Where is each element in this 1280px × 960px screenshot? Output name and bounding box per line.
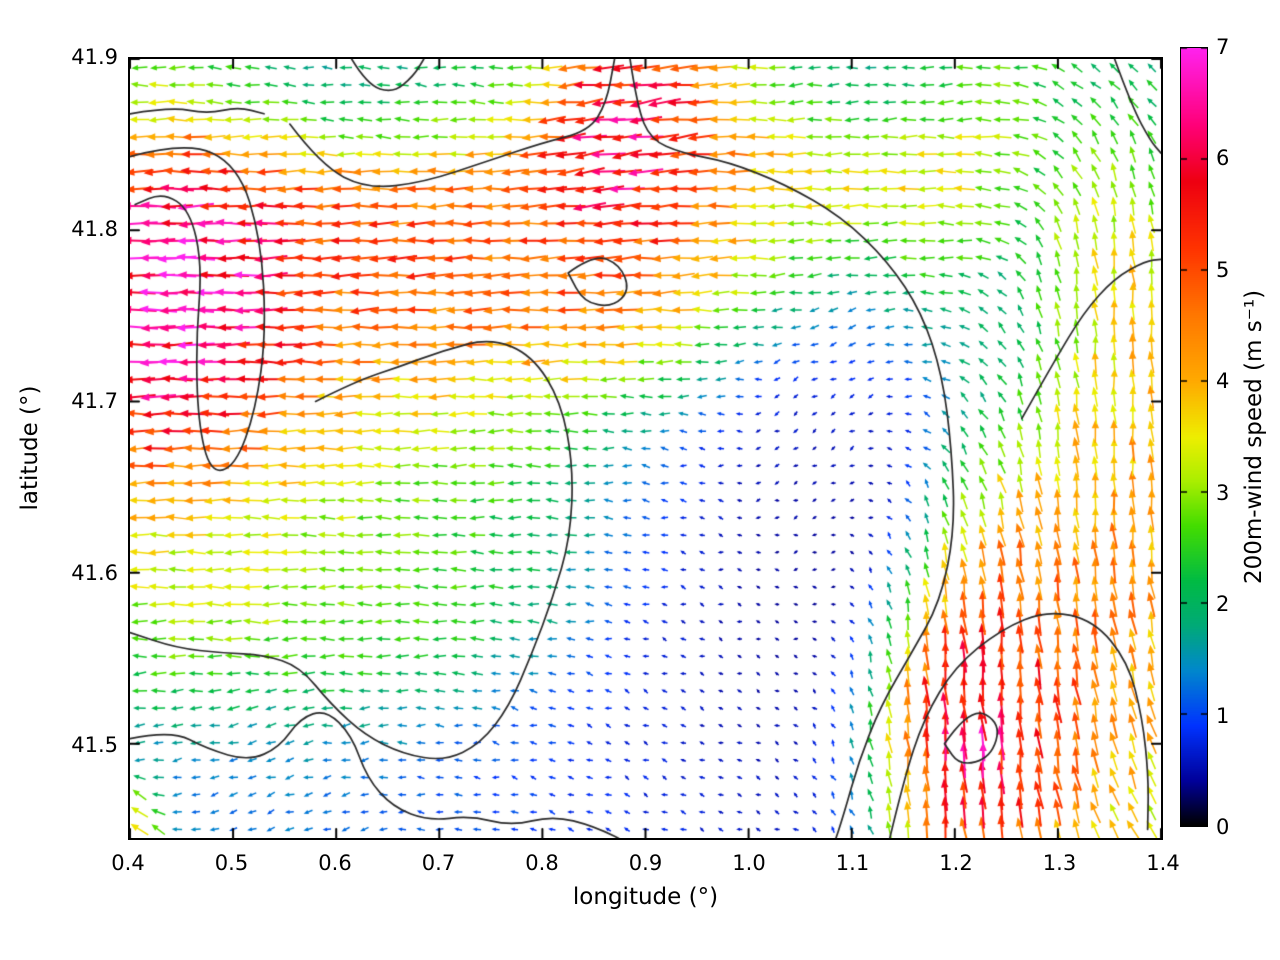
y-tick-label: 41.6 (71, 561, 118, 586)
y-tick-label: 41.8 (71, 217, 118, 242)
colorbar-tick-label: 4 (1216, 369, 1230, 394)
x-tick-label: 0.6 (318, 851, 352, 875)
colorbar-tick-label: 1 (1216, 703, 1230, 728)
x-tick-label: 1.3 (1042, 851, 1077, 875)
colorbar-tick-label: 3 (1216, 480, 1230, 505)
plot-area (128, 57, 1163, 840)
x-tick-label: 1.4 (1146, 851, 1180, 875)
x-axis-title: longitude (°) (572, 884, 719, 910)
colorbar (1180, 47, 1208, 827)
y-tick-label: 41.9 (71, 45, 118, 69)
x-tick-label: 0.7 (421, 851, 456, 875)
x-tick-label: 0.4 (111, 851, 145, 875)
x-tick-label: 1.0 (732, 851, 766, 875)
wind-vector-canvas (130, 59, 1161, 838)
colorbar-tick-label: 7 (1216, 35, 1230, 59)
y-axis-title: latitude (°) (17, 385, 43, 511)
x-tick-label: 1.1 (835, 851, 870, 875)
y-tick-label: 41.7 (71, 389, 118, 414)
y-tick-label: 41.5 (71, 733, 118, 758)
x-tick-label: 0.8 (525, 851, 559, 875)
colorbar-tick-label: 6 (1216, 146, 1230, 171)
x-tick-label: 0.9 (628, 851, 663, 875)
colorbar-tick-label: 2 (1216, 592, 1230, 617)
colorbar-tick-label: 5 (1216, 257, 1230, 282)
colorbar-title: 200m-wind speed (m s⁻¹) (1241, 289, 1267, 585)
x-tick-label: 1.2 (939, 851, 973, 875)
colorbar-gradient (1181, 48, 1207, 826)
colorbar-tick-label: 0 (1216, 815, 1230, 839)
x-tick-label: 0.5 (214, 851, 249, 875)
